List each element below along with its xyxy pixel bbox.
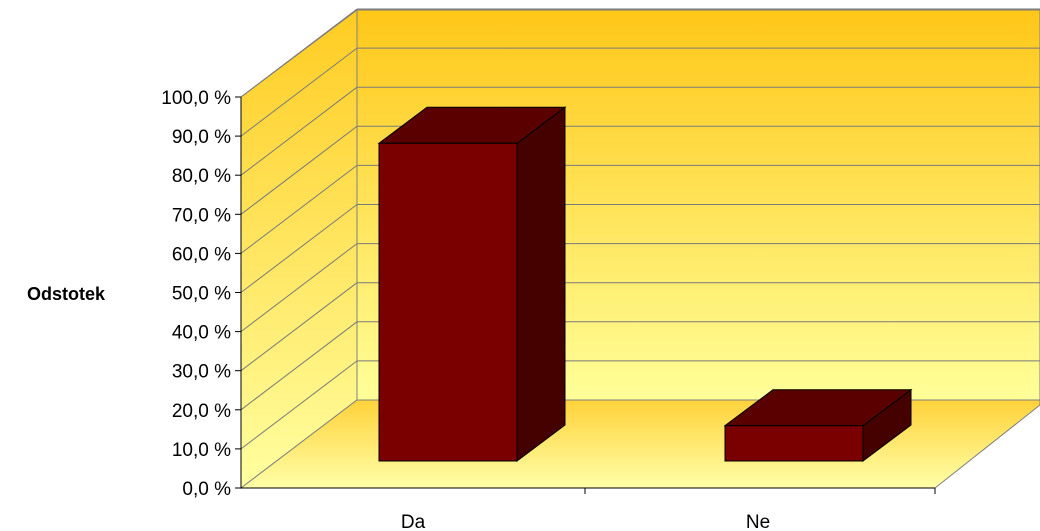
bars <box>377 106 913 462</box>
gridline-side <box>240 47 358 137</box>
bar-da <box>377 106 567 462</box>
y-tick-label: 0,0 % <box>182 479 231 500</box>
x-category-label: Da <box>401 512 426 531</box>
y-tick-label: 30,0 % <box>172 362 231 383</box>
bar-ne <box>723 388 913 462</box>
y-tick-label: 20,0 % <box>172 401 231 422</box>
y-tick-label: 70,0 % <box>172 205 231 226</box>
gridline-side <box>240 125 358 215</box>
y-tick-label: 90,0 % <box>172 127 231 148</box>
gridline-side <box>240 243 358 332</box>
bar-front-face <box>724 425 864 462</box>
bar-front-face <box>378 142 518 462</box>
gridline-side <box>240 360 358 450</box>
y-tick-label: 10,0 % <box>172 440 231 461</box>
gridline-side <box>240 321 358 411</box>
gridline-side <box>240 86 358 176</box>
x-category-label: Ne <box>746 512 770 531</box>
x-category-labels: Da Ne <box>401 512 770 531</box>
chart-floor <box>239 399 1040 489</box>
gridline-side <box>240 282 358 372</box>
y-tick-labels: 0,0 % 10,0 % 20,0 % 30,0 % 40,0 % 50,0 % 60,0 … <box>161 88 231 500</box>
bar-side-face <box>516 106 566 462</box>
y-axis-title: Odstotek <box>27 284 106 304</box>
y-tick-label: 60,0 % <box>172 244 231 265</box>
y-tick-label: 40,0 % <box>172 323 231 344</box>
gridline-side <box>240 165 358 254</box>
y-tick-label: 80,0 % <box>172 166 231 187</box>
gridline-side <box>240 204 358 293</box>
y-tick-label: 100,0 % <box>161 88 231 109</box>
y-axis <box>235 96 936 494</box>
gridline-side <box>240 8 358 98</box>
y-tick-label: 50,0 % <box>172 284 231 305</box>
